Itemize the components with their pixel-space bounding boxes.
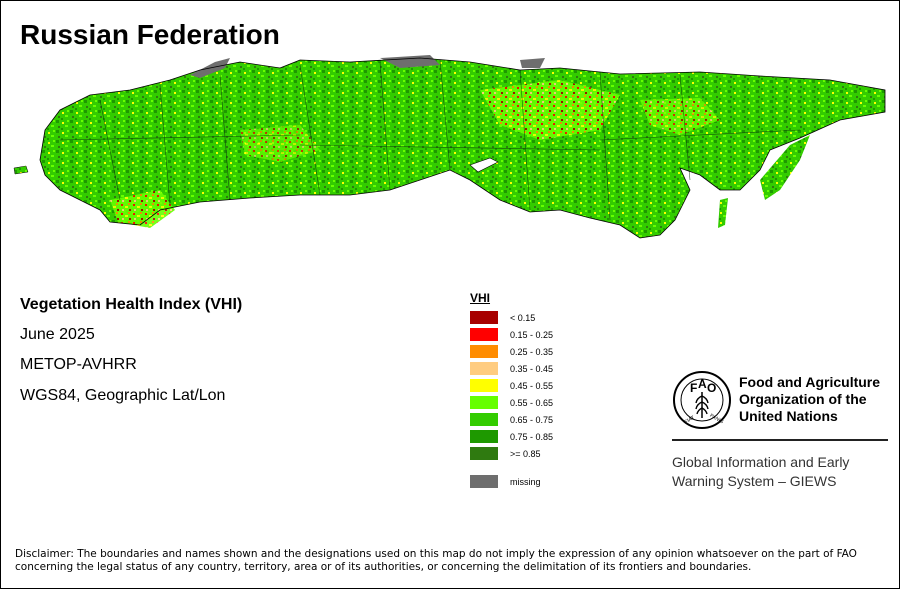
dry-region-west: [240, 125, 320, 162]
legend-label: missing: [510, 476, 541, 487]
dry-region-east: [640, 98, 720, 135]
map-title: Russian Federation: [20, 19, 280, 50]
legend-swatch: [470, 362, 498, 375]
product-projection: WGS84, Geographic Lat/Lon: [20, 387, 226, 404]
kamchatka: [760, 135, 810, 200]
missing-north: [520, 58, 545, 68]
legend-swatch: [470, 447, 498, 460]
product-name: Vegetation Health Index (VHI): [20, 296, 243, 313]
legend-label: 0.15 - 0.25: [510, 329, 554, 340]
legend-item: < 0.15: [470, 311, 535, 324]
legend-swatch: [470, 475, 498, 488]
fao-name-line3: United Nations: [739, 408, 838, 424]
vhi-map: [13, 55, 886, 239]
legend-label: 0.75 - 0.85: [510, 431, 554, 442]
legend-item-missing: missing: [470, 475, 541, 488]
dry-region-central: [480, 80, 620, 140]
legend-label: 0.55 - 0.65: [510, 397, 554, 408]
legend-swatch: [470, 413, 498, 426]
lake-baikal: [469, 157, 499, 173]
svg-text:F: F: [690, 381, 697, 395]
legend-swatch: [470, 311, 498, 324]
legend-item: 0.45 - 0.55: [470, 379, 553, 392]
legend-swatch: [470, 430, 498, 443]
legend-item: 0.15 - 0.25: [470, 328, 553, 341]
legend-label: >= 0.85: [510, 448, 541, 459]
giews-line2: Warning System – GIEWS: [672, 473, 837, 489]
legend-swatch: [470, 379, 498, 392]
kaliningrad: [13, 165, 29, 175]
legend-item: 0.75 - 0.85: [470, 430, 553, 443]
sakhalin: [718, 198, 728, 228]
disclaimer: Disclaimer: The boundaries and names sho…: [15, 548, 857, 573]
legend-item: >= 0.85: [470, 447, 541, 460]
legend-label: < 0.15: [510, 312, 536, 323]
product-period: June 2025: [20, 326, 95, 343]
legend-label: 0.35 - 0.45: [510, 363, 554, 374]
legend-item: 0.25 - 0.35: [470, 345, 553, 358]
svg-text:O: O: [707, 381, 716, 395]
legend-item: 0.55 - 0.65: [470, 396, 553, 409]
legend-swatch: [470, 328, 498, 341]
svg-text:A: A: [698, 377, 707, 391]
fao-name: Food and Agriculture Organization of the…: [739, 374, 880, 425]
svg-text:FIAT: FIAT: [684, 415, 696, 425]
legend-swatch: [470, 396, 498, 409]
legend-label: 0.65 - 0.75: [510, 414, 554, 425]
fao-name-line2: Organization of the: [739, 391, 867, 407]
legend-label: 0.25 - 0.35: [510, 346, 554, 357]
divider: [672, 439, 888, 441]
legend-label: 0.45 - 0.55: [510, 380, 554, 391]
fao-name-line1: Food and Agriculture: [739, 374, 881, 390]
legend-swatch: [470, 345, 498, 358]
legend-item: 0.35 - 0.45: [470, 362, 553, 375]
legend-title: VHI: [470, 291, 491, 305]
giews-name: Global Information and Early Warning Sys…: [672, 453, 849, 491]
legend-item: 0.65 - 0.75: [470, 413, 553, 426]
dry-region-south: [110, 190, 175, 228]
giews-line1: Global Information and Early: [672, 454, 850, 470]
fao-logo-icon: F A O FIAT PANIS: [673, 371, 731, 429]
product-sensor: METOP-AVHRR: [20, 356, 137, 373]
